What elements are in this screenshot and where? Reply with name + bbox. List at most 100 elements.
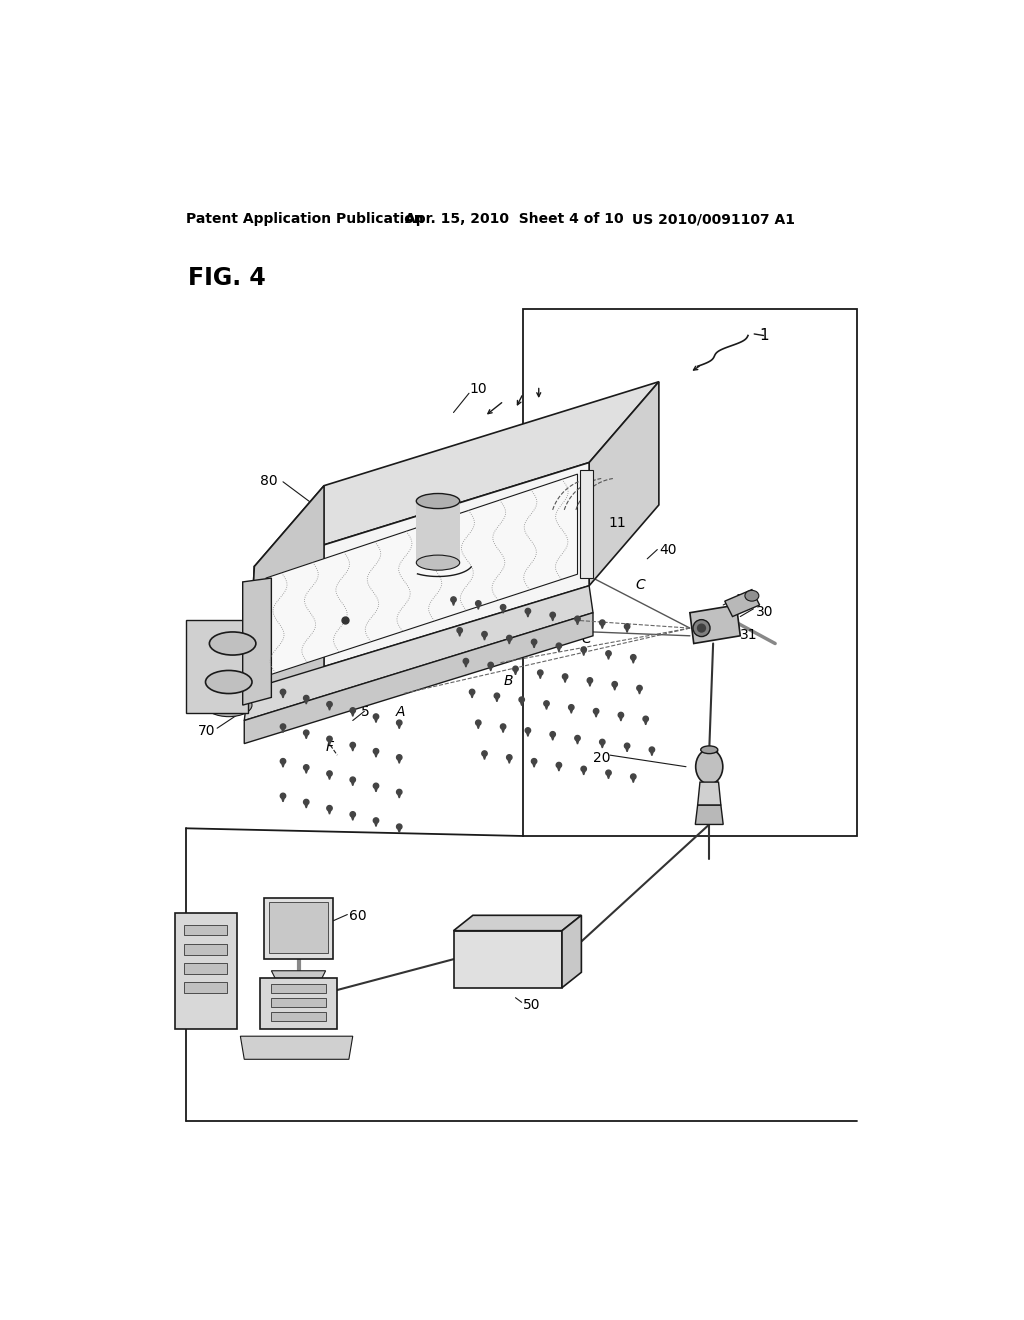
Polygon shape — [574, 735, 581, 741]
Polygon shape — [374, 748, 379, 754]
Polygon shape — [631, 655, 636, 660]
Polygon shape — [375, 719, 377, 722]
Polygon shape — [546, 706, 548, 709]
Polygon shape — [607, 656, 609, 660]
Polygon shape — [513, 667, 518, 672]
Polygon shape — [350, 708, 355, 713]
Polygon shape — [329, 742, 331, 744]
Polygon shape — [350, 812, 355, 817]
Polygon shape — [577, 741, 579, 744]
Polygon shape — [574, 616, 581, 622]
Polygon shape — [174, 913, 237, 1028]
Polygon shape — [523, 309, 856, 836]
Polygon shape — [351, 747, 354, 751]
Polygon shape — [305, 805, 307, 808]
Polygon shape — [254, 381, 658, 566]
Polygon shape — [489, 668, 492, 671]
Polygon shape — [488, 663, 494, 668]
Polygon shape — [281, 793, 286, 799]
Polygon shape — [269, 903, 328, 953]
Polygon shape — [327, 701, 332, 708]
Polygon shape — [538, 671, 543, 676]
Polygon shape — [540, 676, 542, 678]
Polygon shape — [396, 755, 402, 760]
Polygon shape — [482, 751, 487, 756]
Polygon shape — [282, 729, 284, 733]
Ellipse shape — [417, 556, 460, 570]
Polygon shape — [501, 605, 506, 610]
Polygon shape — [351, 713, 354, 717]
Text: 40: 40 — [658, 544, 677, 557]
Polygon shape — [626, 748, 628, 752]
Polygon shape — [398, 829, 400, 833]
Polygon shape — [580, 470, 593, 578]
Polygon shape — [496, 698, 498, 702]
Polygon shape — [475, 601, 481, 606]
Polygon shape — [637, 685, 642, 690]
Polygon shape — [303, 764, 309, 770]
Text: 70: 70 — [198, 725, 215, 738]
Polygon shape — [329, 810, 331, 814]
Polygon shape — [281, 759, 286, 764]
Polygon shape — [396, 824, 402, 829]
Polygon shape — [282, 764, 284, 767]
Polygon shape — [245, 612, 593, 743]
Polygon shape — [260, 978, 337, 1028]
Text: FIG. 4: FIG. 4 — [188, 267, 266, 290]
Polygon shape — [329, 776, 331, 780]
Polygon shape — [483, 636, 485, 640]
Polygon shape — [271, 998, 326, 1007]
Ellipse shape — [744, 590, 759, 601]
Polygon shape — [508, 760, 510, 763]
Polygon shape — [697, 781, 721, 805]
Polygon shape — [507, 635, 512, 640]
Polygon shape — [526, 733, 529, 737]
Polygon shape — [632, 779, 635, 783]
Polygon shape — [374, 783, 379, 788]
Polygon shape — [183, 964, 227, 974]
Polygon shape — [374, 714, 379, 719]
Polygon shape — [459, 634, 461, 636]
Text: 1: 1 — [760, 327, 769, 343]
Polygon shape — [508, 640, 510, 644]
Polygon shape — [183, 944, 227, 954]
Polygon shape — [534, 764, 536, 767]
Polygon shape — [725, 590, 760, 616]
Polygon shape — [564, 680, 566, 682]
Text: C: C — [582, 632, 591, 645]
Text: US 2010/0091107 A1: US 2010/0091107 A1 — [632, 213, 795, 226]
Polygon shape — [495, 693, 500, 698]
Polygon shape — [303, 800, 309, 805]
Polygon shape — [583, 772, 585, 775]
Polygon shape — [525, 727, 530, 733]
Ellipse shape — [206, 671, 252, 693]
Polygon shape — [241, 1036, 352, 1059]
Polygon shape — [374, 818, 379, 824]
Text: Patent Application Publication: Patent Application Publication — [186, 213, 424, 226]
Polygon shape — [550, 731, 555, 737]
Polygon shape — [507, 755, 512, 760]
Ellipse shape — [209, 655, 256, 678]
Polygon shape — [562, 673, 568, 680]
Polygon shape — [375, 788, 377, 792]
Ellipse shape — [209, 632, 256, 655]
Polygon shape — [606, 770, 611, 775]
Polygon shape — [477, 726, 479, 729]
Polygon shape — [581, 766, 587, 772]
Polygon shape — [544, 701, 549, 706]
Ellipse shape — [206, 693, 252, 717]
Polygon shape — [417, 502, 460, 562]
Polygon shape — [552, 737, 554, 741]
Polygon shape — [558, 768, 560, 771]
Polygon shape — [526, 614, 529, 616]
Polygon shape — [248, 462, 589, 689]
Polygon shape — [281, 689, 286, 694]
Polygon shape — [568, 705, 574, 710]
Polygon shape — [618, 713, 624, 718]
Polygon shape — [587, 677, 593, 682]
Polygon shape — [501, 723, 506, 729]
Polygon shape — [620, 718, 622, 721]
Text: 10: 10 — [469, 381, 486, 396]
Polygon shape — [396, 789, 402, 795]
Polygon shape — [632, 660, 635, 663]
